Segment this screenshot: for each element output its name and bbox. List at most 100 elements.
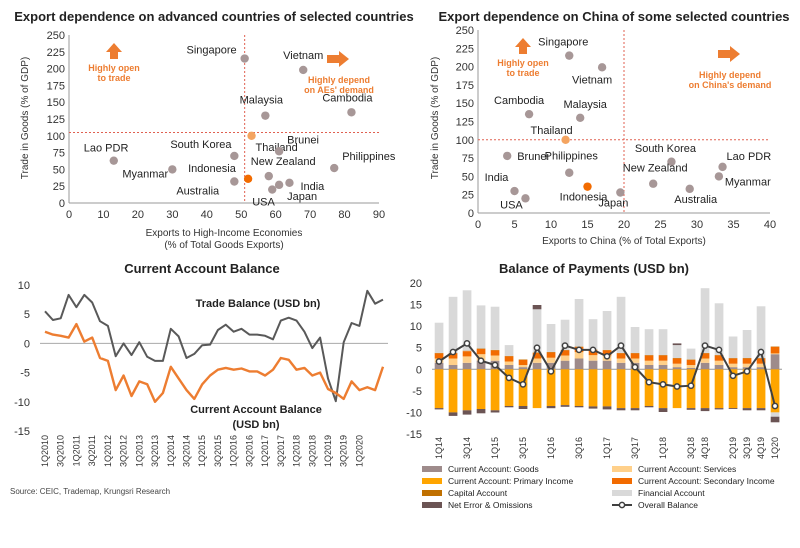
bar-segment — [672, 343, 682, 346]
y-tick-label: 25 — [462, 190, 474, 202]
overall-balance-point — [673, 383, 681, 390]
trade-balance-line — [44, 289, 384, 403]
bar-segment — [742, 330, 752, 358]
overall-balance-point — [491, 361, 499, 369]
data-point — [230, 151, 239, 161]
data-point — [247, 131, 256, 140]
bar-segment — [686, 348, 696, 360]
bar-segment — [560, 360, 570, 370]
y-tick-label: 75 — [53, 148, 65, 160]
bar-segment — [672, 358, 682, 364]
bar-segment — [770, 369, 780, 413]
x-tick-label: 1Q2019 — [323, 435, 333, 467]
bar-segment — [560, 350, 570, 356]
bar-segment — [728, 369, 738, 409]
y-tick-label: 25 — [53, 181, 65, 193]
y-tick-label: 50 — [462, 171, 474, 183]
bar-segment — [658, 360, 668, 365]
bar-segment — [602, 350, 612, 356]
bar-segment — [504, 356, 514, 362]
x-tick-label: 80 — [338, 209, 350, 221]
x-tick-label: 1Q2013 — [134, 435, 144, 467]
legend-marker — [618, 501, 626, 509]
x-tick-label: 4Q18 — [700, 437, 710, 459]
data-point — [261, 111, 270, 120]
bar-segment — [462, 410, 472, 415]
point-label: Japan — [598, 198, 628, 210]
bar-segment — [644, 369, 654, 406]
bar-segment — [714, 365, 724, 370]
bar-segment — [560, 319, 570, 350]
bar-segment — [532, 358, 542, 363]
bar-segment — [476, 369, 486, 409]
bar-segment — [728, 336, 738, 359]
legend-label: Financial Account — [638, 488, 705, 498]
point-label: Singapore — [187, 45, 237, 57]
bar-segment — [756, 408, 766, 411]
chart-title: Export dependence on advanced countries … — [14, 9, 414, 24]
x-tick-label: 1Q2018 — [292, 435, 302, 467]
overall-balance-point — [687, 382, 695, 390]
x-tick-label: 3Q17 — [630, 437, 640, 459]
x-tick-label: 10 — [97, 209, 109, 221]
overall-balance-point — [645, 378, 653, 386]
legend-swatch — [422, 502, 442, 508]
annotation-text: on China's demand — [689, 80, 772, 90]
x-tick-label: 3Q2019 — [339, 435, 349, 467]
x-tick-label: 0 — [66, 209, 72, 221]
bar-segment — [546, 357, 556, 363]
bar-segment — [574, 358, 584, 370]
legend-swatch — [422, 466, 442, 472]
bar-segment — [616, 362, 626, 370]
bar-segment — [532, 369, 542, 409]
bar-segment — [504, 369, 514, 406]
bar-segment — [644, 406, 654, 408]
point-label: New Zealand — [623, 163, 688, 175]
chart-exports-advanced: Export dependence on advanced countries … — [14, 9, 414, 251]
point-label: Australia — [674, 194, 718, 206]
annotation-text: Highly depend — [308, 75, 370, 85]
x-tick-label: 3Q16 — [574, 437, 584, 459]
point-label: Australia — [176, 185, 220, 197]
overall-balance-point — [743, 368, 751, 375]
data-point — [718, 162, 727, 172]
arrow-right-icon — [718, 46, 740, 62]
bar-segment — [490, 355, 500, 361]
bar-segment — [714, 360, 724, 365]
data-point — [299, 65, 308, 75]
x-tick-label: 3Q2017 — [276, 435, 286, 467]
point-label: Thailand — [256, 142, 298, 154]
annotation-text: Highly open — [88, 63, 140, 73]
bar-segment — [462, 356, 472, 363]
bar-segment — [630, 353, 640, 359]
bar-segment — [504, 365, 514, 370]
bar-segment — [756, 363, 766, 368]
bar-segment — [476, 305, 486, 349]
bar-segment — [672, 367, 682, 370]
data-point — [240, 54, 249, 63]
bar-segment — [770, 412, 780, 417]
point-label: South Korea — [170, 139, 232, 151]
bar-segment — [602, 369, 612, 407]
bar-segment — [462, 369, 472, 411]
data-point — [503, 151, 512, 161]
legend-label: Net Error & Omissions — [448, 500, 533, 510]
y-tick-label: 15 — [410, 300, 422, 312]
point-label: Thailand — [530, 125, 572, 137]
x-tick-label: 3Q2010 — [56, 435, 66, 467]
x-tick-label: 50 — [235, 209, 247, 221]
bar-segment — [644, 355, 654, 361]
point-label: Cambodia — [322, 92, 373, 104]
x-tick-label: 4Q19 — [756, 437, 766, 459]
overall-balance-point — [519, 381, 527, 388]
overall-balance-point — [477, 357, 485, 365]
point-label: Myanmar — [122, 168, 168, 180]
bar-segment — [700, 358, 710, 363]
x-tick-label: 3Q2011 — [87, 435, 97, 466]
x-tick-label: 35 — [727, 219, 739, 231]
data-point — [521, 194, 530, 203]
x-tick-label: 60 — [270, 209, 282, 221]
legend-swatch — [422, 478, 442, 484]
y-tick-label: 100 — [47, 131, 65, 143]
bar-segment — [602, 406, 612, 410]
